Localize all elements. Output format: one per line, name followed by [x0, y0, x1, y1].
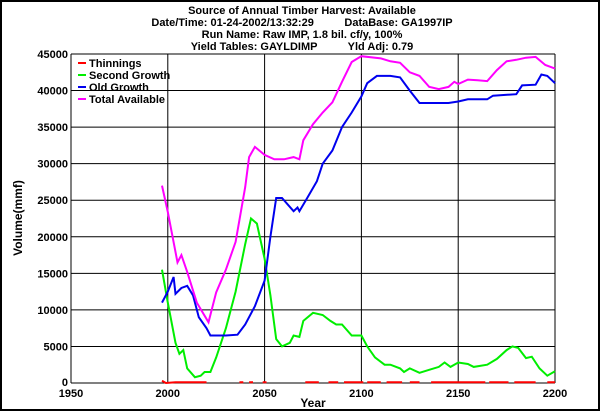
- y-tick-label: 15000: [37, 268, 68, 280]
- title-line-2: Date/Time: 01-24-2002/13:32:29 DataBase:…: [151, 17, 452, 29]
- y-tick-label: 40000: [37, 86, 68, 98]
- x-tick-label: 2000: [156, 388, 180, 400]
- series-line-thinnings: [161, 379, 555, 385]
- y-tick-label: 45000: [37, 49, 68, 61]
- y-tick-label: 10000: [37, 305, 68, 317]
- series-line-old-growth: [161, 73, 556, 337]
- legend-label: Second Growth: [89, 70, 171, 82]
- legend-label: Old Growth: [89, 82, 149, 94]
- y-tick-label: 35000: [37, 122, 68, 134]
- series-line-total-available: [161, 55, 556, 325]
- y-tick-label: 30000: [37, 159, 68, 171]
- x-tick-label: 1950: [59, 388, 83, 400]
- x-tick-label: 2200: [543, 388, 567, 400]
- x-axis-label: Year: [300, 396, 326, 410]
- title-line-3: Run Name: Raw IMP, 1.8 bil. cf/y, 100%: [202, 29, 403, 41]
- chart-title: Source of Annual Timber Harvest: Availab…: [151, 5, 452, 53]
- x-tick-label: 2050: [252, 388, 276, 400]
- legend-label: Thinnings: [89, 58, 142, 70]
- x-tick-label: 2150: [446, 388, 470, 400]
- y-tick-label: 20000: [37, 232, 68, 244]
- series-lines: [161, 55, 556, 385]
- y-tick-label: 5000: [44, 341, 68, 353]
- axis-ticks: 0 5000 10000 15000 20000 25000 30000 35000 40000…: [37, 49, 567, 400]
- y-tick-label: 0: [62, 377, 68, 389]
- title-line-4: Yield Tables: GAYLDIMP Yld Adj: 0.79: [191, 41, 414, 53]
- title-line-1: Source of Annual Timber Harvest: Availab…: [188, 5, 416, 17]
- y-tick-label: 25000: [37, 195, 68, 207]
- series-line-second-growth: [161, 216, 556, 379]
- grid: [70, 53, 556, 384]
- y-axis-label: Volume(mmf): [11, 180, 25, 256]
- legend-label: Total Available: [89, 94, 165, 106]
- x-tick-label: 2100: [349, 388, 373, 400]
